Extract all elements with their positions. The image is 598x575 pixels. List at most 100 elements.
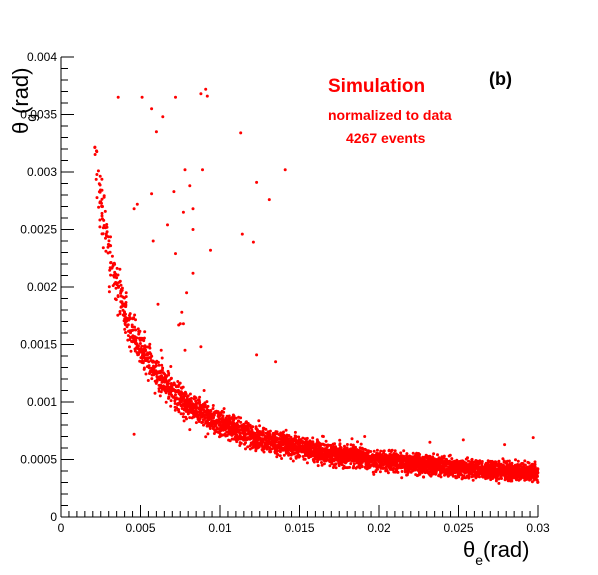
data-point [474, 476, 478, 480]
data-point [354, 466, 358, 470]
data-point [213, 429, 217, 432]
data-point [495, 464, 499, 467]
data-point [244, 447, 247, 451]
panel-tag: (b) [489, 69, 512, 89]
data-point [486, 472, 490, 476]
data-point [153, 391, 157, 395]
data-point [227, 422, 231, 426]
data-point [378, 470, 382, 474]
data-point [118, 312, 122, 316]
data-point [293, 430, 297, 434]
data-point [132, 316, 136, 320]
data-point [260, 437, 264, 441]
data-point [109, 244, 113, 248]
data-point [167, 379, 171, 382]
data-point [251, 435, 255, 439]
data-point [507, 464, 511, 468]
data-point [124, 312, 127, 316]
y-tick-label: 0.0035 [20, 108, 57, 122]
data-point [261, 433, 264, 437]
data-point [337, 449, 341, 453]
data-point [322, 462, 326, 466]
data-point [360, 460, 364, 464]
data-point [277, 440, 281, 444]
data-point [273, 436, 277, 440]
data-point [437, 468, 441, 472]
data-point [301, 436, 305, 440]
data-point [239, 131, 243, 135]
data-point [146, 351, 150, 355]
data-point [198, 400, 202, 404]
data-point [328, 464, 332, 468]
data-point [139, 356, 143, 360]
data-point [366, 466, 370, 470]
x-axis-label: θe(rad) [463, 537, 530, 568]
data-point [466, 456, 469, 460]
data-point [339, 449, 343, 452]
data-point [173, 399, 177, 403]
data-point [516, 459, 520, 463]
data-point [250, 446, 254, 450]
data-point [199, 345, 203, 349]
data-point [101, 246, 105, 250]
data-point [179, 412, 183, 416]
y-axis-label: θg(rad) [8, 68, 39, 135]
data-point [101, 205, 104, 208]
data-point [478, 465, 482, 469]
data-point [155, 359, 159, 363]
data-point [181, 210, 185, 214]
data-point [180, 391, 184, 395]
x-tick-label: 0.015 [284, 521, 314, 535]
data-point [119, 294, 123, 298]
data-point [128, 330, 132, 334]
data-point [162, 384, 165, 388]
data-point [402, 449, 406, 453]
data-point [167, 371, 171, 375]
data-point [272, 446, 276, 450]
data-point [157, 371, 161, 375]
data-point [349, 462, 353, 466]
data-point [284, 449, 288, 453]
data-point [422, 455, 426, 459]
data-point [102, 218, 106, 222]
data-point [415, 458, 419, 462]
data-point [400, 466, 404, 469]
data-point [116, 294, 120, 298]
data-point [115, 266, 119, 270]
data-point [493, 465, 497, 469]
data-point [219, 429, 223, 433]
data-point [287, 448, 290, 452]
data-point [109, 261, 113, 264]
data-point [472, 467, 475, 471]
data-point [293, 445, 296, 449]
data-point [142, 336, 146, 340]
data-point [487, 470, 491, 473]
data-point [478, 459, 482, 463]
data-point [224, 416, 228, 420]
data-point [399, 454, 403, 458]
data-point [428, 440, 432, 444]
data-point [183, 168, 187, 172]
data-point [169, 391, 173, 394]
data-point [439, 470, 442, 474]
data-point [137, 331, 141, 334]
data-point [148, 346, 152, 350]
data-point [251, 240, 255, 244]
data-point [215, 426, 219, 430]
data-point [372, 449, 376, 453]
data-point [282, 430, 285, 434]
data-point [194, 421, 198, 425]
data-point [261, 430, 265, 434]
data-point [464, 461, 468, 465]
data-point [129, 349, 133, 353]
data-point [411, 451, 415, 455]
data-point [186, 412, 190, 416]
data-point [240, 426, 244, 430]
data-point [536, 480, 540, 484]
data-point [331, 454, 334, 458]
data-point [128, 312, 132, 316]
data-point [142, 366, 146, 370]
data-point [503, 443, 507, 447]
data-point [302, 450, 306, 454]
data-point [257, 419, 261, 423]
